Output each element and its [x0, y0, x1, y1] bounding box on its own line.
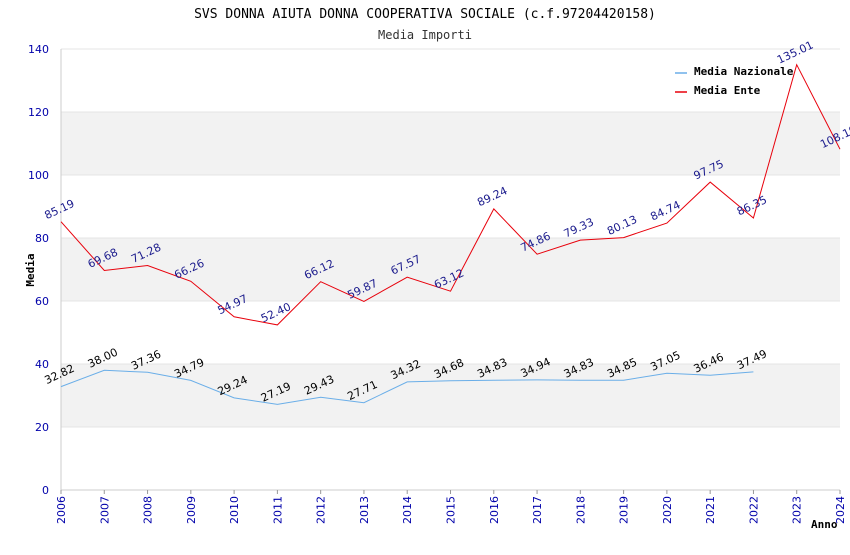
- series-lines: [60, 63, 841, 405]
- grid-band: [61, 112, 840, 175]
- data-label: 85.19: [42, 197, 76, 222]
- x-tick-label: 2019: [618, 496, 631, 524]
- data-label: 89.24: [475, 184, 509, 209]
- x-tick-labels: 2006 2007 2008 2009 2010 2011 2012 2013 2014 2015…: [55, 496, 847, 524]
- y-tick-label: 140: [28, 43, 49, 56]
- y-axis-label: Media: [24, 253, 37, 286]
- data-label: 135.01: [775, 39, 815, 67]
- y-tick-label: 120: [28, 106, 49, 119]
- data-label: 52.40: [259, 300, 293, 325]
- x-tick-label: 2008: [142, 496, 155, 524]
- x-tick-label: 2021: [704, 496, 717, 524]
- x-tick-label: 2020: [661, 496, 674, 524]
- data-label: 79.33: [562, 215, 596, 240]
- x-tick-label: 2014: [401, 496, 414, 524]
- y-tick-label: 40: [35, 358, 49, 371]
- grid-band: [61, 364, 840, 427]
- x-tick-label: 2017: [531, 496, 544, 524]
- x-axis-label: Anno: [811, 518, 838, 531]
- x-tick-label: 2011: [271, 496, 284, 524]
- x-tick-label: 2006: [55, 496, 68, 524]
- x-tick-label: 2022: [747, 496, 760, 524]
- x-tick-label: 2013: [358, 496, 371, 524]
- y-tick-label: 80: [35, 232, 49, 245]
- data-label: 86.35: [735, 193, 769, 218]
- legend-label-media-nazionale: Media Nazionale: [694, 65, 794, 78]
- data-label: 84.74: [648, 198, 682, 223]
- x-tick-label: 2012: [315, 496, 328, 524]
- y-tick-label: 20: [35, 421, 49, 434]
- x-tick-label: 2010: [228, 496, 241, 524]
- series-line-media-nazionale: [60, 369, 754, 405]
- axes: [60, 49, 841, 494]
- x-tick-label: 2015: [445, 496, 458, 524]
- series-line-media-ente: [60, 63, 841, 326]
- chart-subtitle: Media Importi: [378, 28, 472, 42]
- x-tick-label: 2016: [488, 496, 501, 524]
- y-tick-label: 0: [42, 484, 49, 497]
- y-tick-label: 60: [35, 295, 49, 308]
- y-tick-label: 100: [28, 169, 49, 182]
- chart-title: SVS DONNA AIUTA DONNA COOPERATIVA SOCIAL…: [194, 7, 656, 22]
- x-tick-label: 2024: [834, 496, 847, 524]
- grid-bands: [61, 48, 840, 491]
- legend-label-media-ente: Media Ente: [694, 84, 761, 97]
- x-tick-label: 2009: [185, 496, 198, 524]
- x-tick-label: 2023: [791, 496, 804, 524]
- x-tick-label: 2007: [98, 496, 111, 524]
- legend: Media Nazionale Media Ente: [675, 65, 794, 97]
- y-tick-labels: 0 20 40 60 80 100 120 140: [28, 43, 49, 497]
- x-tick-label: 2018: [574, 496, 587, 524]
